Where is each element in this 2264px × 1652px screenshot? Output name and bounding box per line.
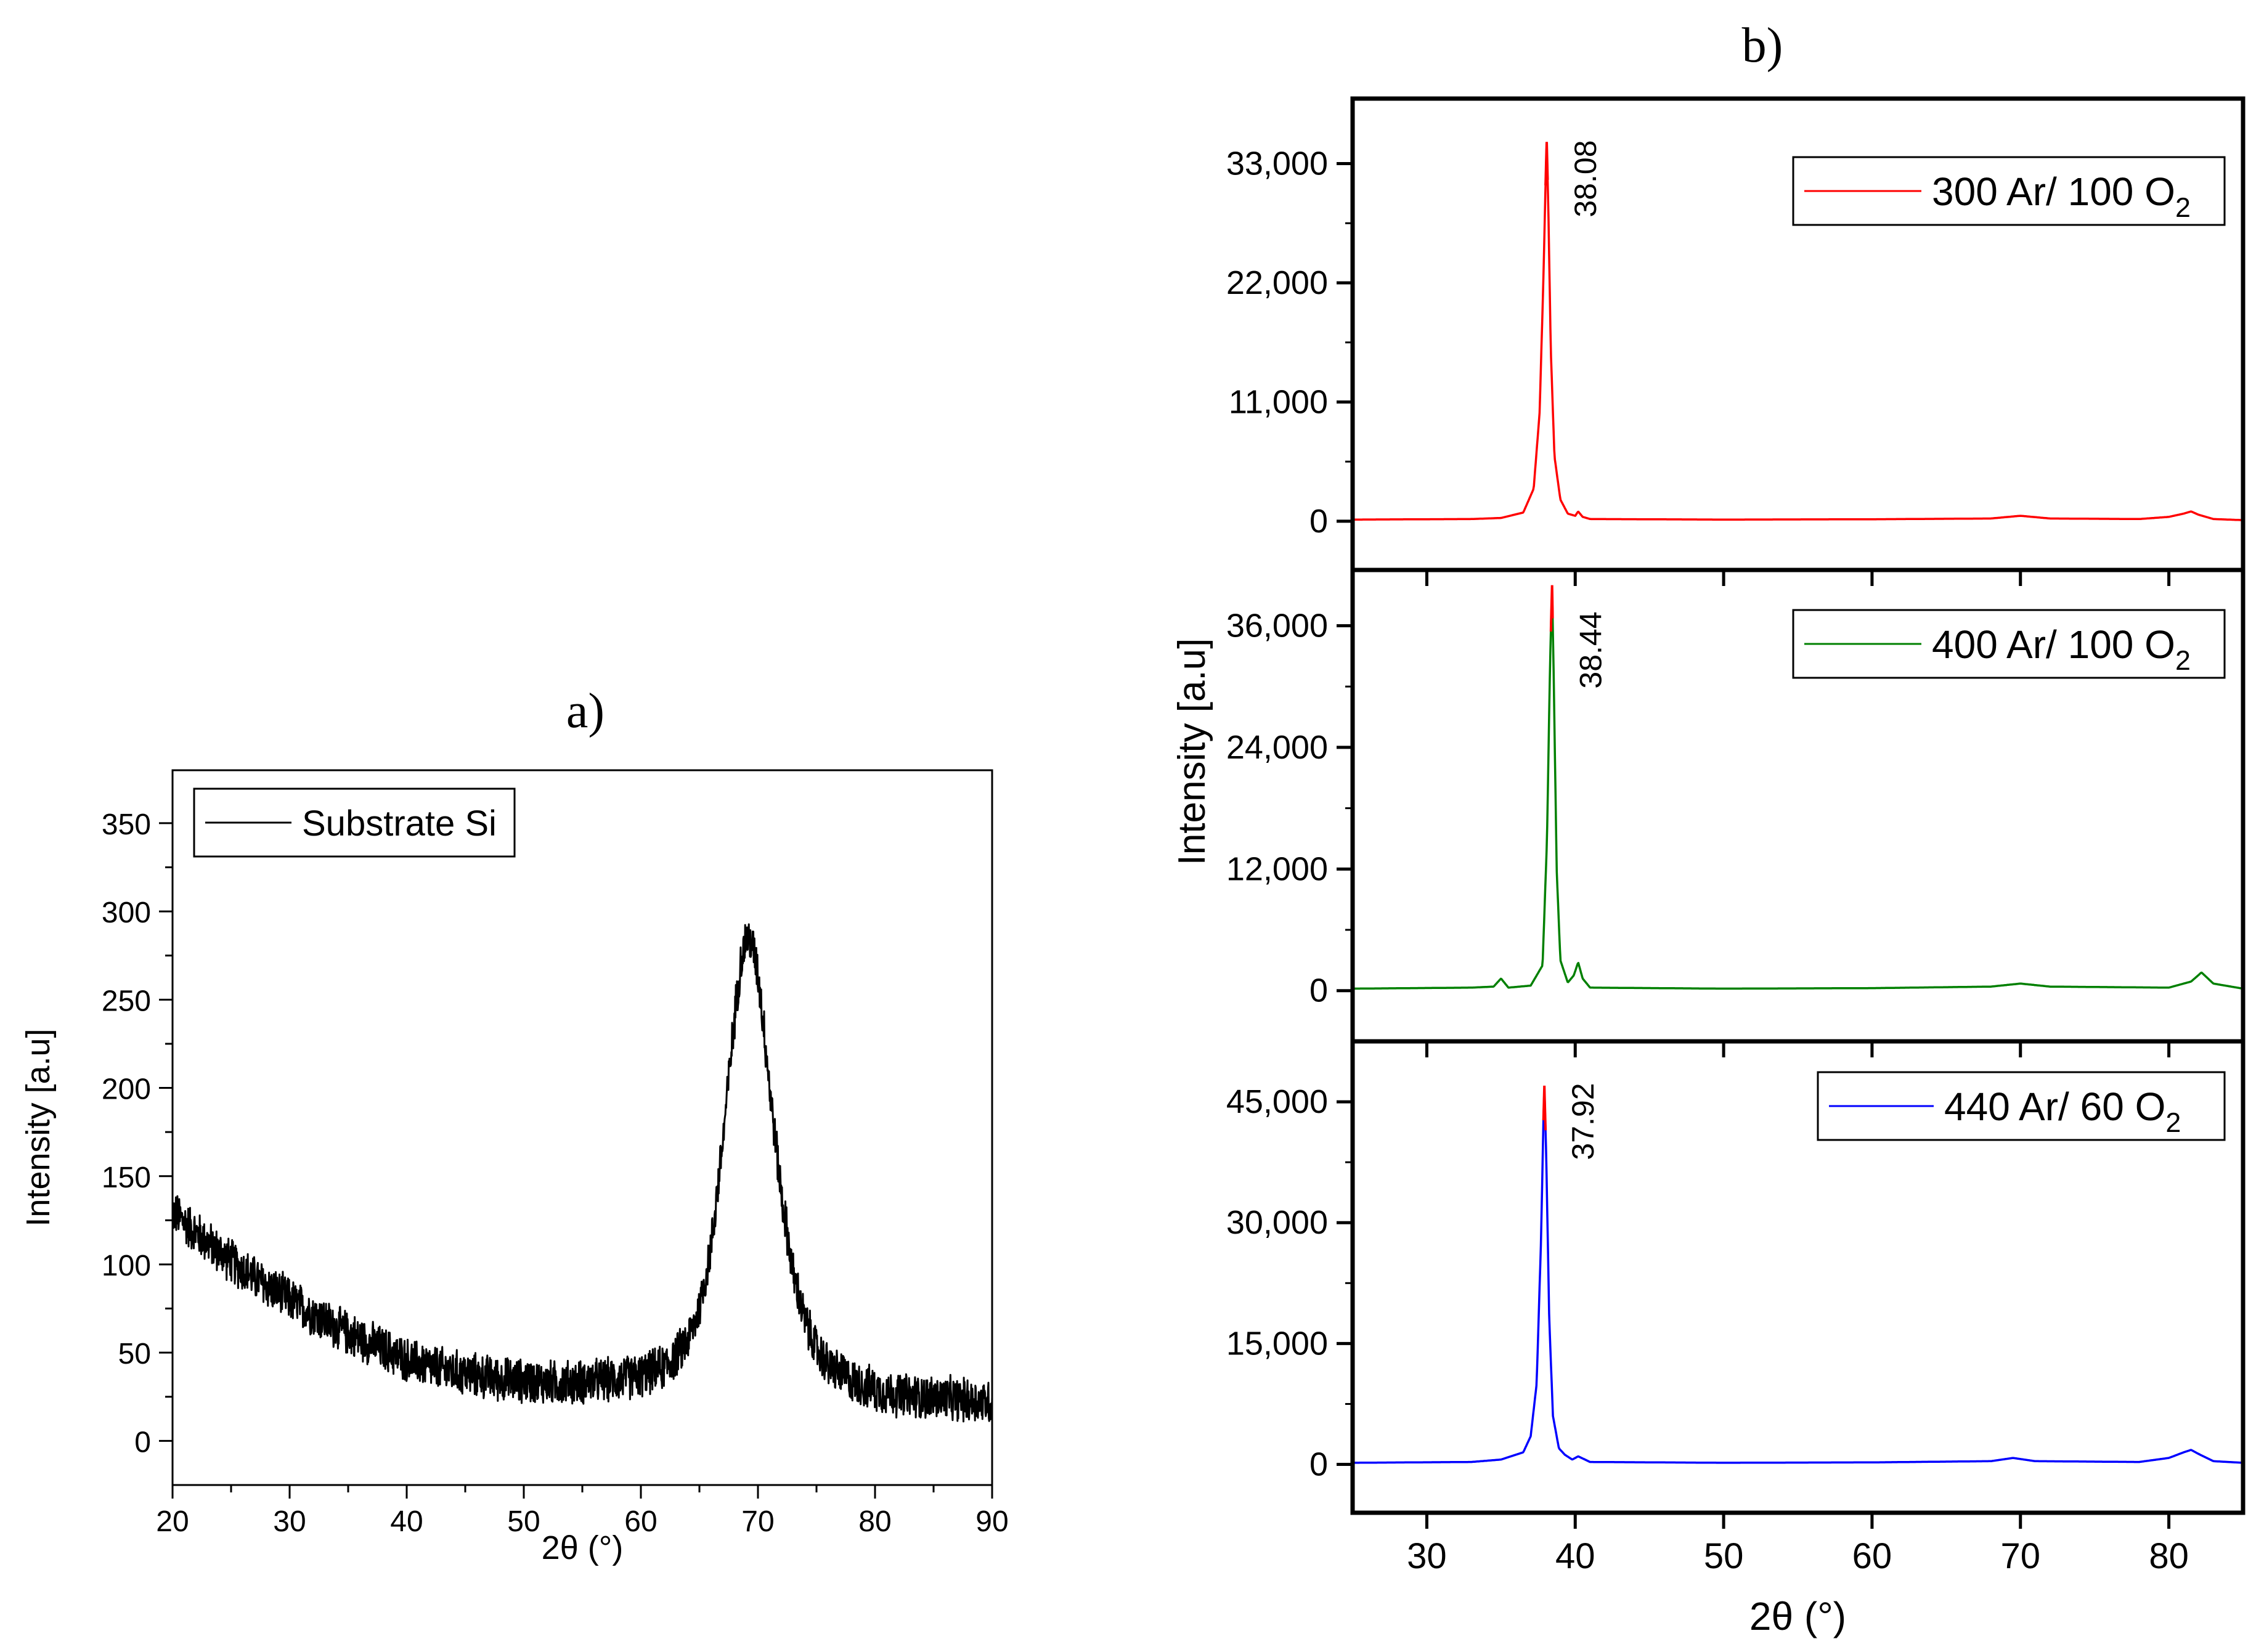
plot-frame-b3 [1350, 1039, 2246, 1515]
chart-b1: 0 11,000 22,000 33,000 300 Ar/ 100 O2 38.08 [1226, 96, 2246, 586]
x-tick-label-b3-0: 30 [1407, 1536, 1447, 1576]
y-tick-label-a-3: 150 [102, 1162, 151, 1194]
panel-a-label: a) [566, 684, 605, 738]
y-tick-label-b1-0: 0 [1309, 503, 1328, 540]
x-tick-label-b3-3: 60 [1852, 1536, 1892, 1576]
y-tick-label-b2-0: 0 [1309, 972, 1328, 1009]
peak-tip-b3 [1542, 1085, 1547, 1131]
y-tick-label-b3-0: 0 [1309, 1446, 1328, 1483]
x-tick-label-b3-4: 70 [2000, 1536, 2040, 1576]
y-tick-label-a-1: 50 [118, 1338, 151, 1370]
y-tick-label-b3-1: 15,000 [1226, 1325, 1328, 1362]
y-tick-label-b2-3: 36,000 [1226, 607, 1328, 644]
chart-b3: 30 40 50 60 70 80 0 15,000 30,000 45,000 2θ (°) 440… [1226, 1039, 2246, 1638]
y-tick-label-a-0: 0 [134, 1426, 151, 1459]
legend-label-subscript: 2 [2175, 645, 2191, 676]
legend-label-text: Substrate Si [302, 804, 497, 844]
legend-label-b1: 300 Ar/ 100 O2 [1932, 169, 2191, 223]
y-tick-label-b3-3: 45,000 [1226, 1083, 1328, 1120]
x-tick-label-b3-5: 80 [2149, 1536, 2189, 1576]
peak-tip-b1 [1544, 142, 1549, 185]
peak-tip-b2 [1549, 585, 1554, 632]
y-tick-label-b2-1: 12,000 [1226, 850, 1328, 887]
x-tick-label-a-2: 40 [390, 1505, 423, 1538]
legend-label-text: 400 Ar/ 100 O [1932, 622, 2175, 667]
y-tick-label-a-6: 300 [102, 897, 151, 929]
y-tick-label-b3-2: 30,000 [1226, 1204, 1328, 1241]
x-tick-label-a-0: 20 [156, 1505, 189, 1538]
y-tick-label-a-7: 350 [102, 808, 151, 841]
series-line-b2-0 [1352, 598, 2244, 990]
legend-label-subscript: 2 [2175, 192, 2191, 223]
legend-label-text: 300 Ar/ 100 O [1932, 169, 2175, 214]
y-tick-label-a-2: 100 [102, 1250, 151, 1282]
x-tick-label-a-3: 50 [507, 1505, 540, 1538]
peak-label-b3: 37.92 [1566, 1083, 1600, 1160]
x-tick-label-a-1: 30 [273, 1505, 306, 1538]
series-line-b3-0 [1352, 1096, 2244, 1464]
legend-label-b2: 400 Ar/ 100 O2 [1932, 622, 2191, 676]
panel-b-label: b) [1742, 18, 1783, 73]
y-tick-label-a-4: 200 [102, 1073, 151, 1106]
y-tick-label-b2-2: 24,000 [1226, 729, 1328, 766]
y-axis-label-a: Intensity [a.u] [20, 1028, 57, 1226]
y-tick-label-b1-1: 11,000 [1229, 383, 1328, 420]
x-tick-label-b3-2: 50 [1704, 1536, 1744, 1576]
y-tick-label-b1-3: 33,000 [1226, 145, 1328, 182]
series-line-a-0 [171, 923, 993, 1423]
legend-label-subscript: 2 [2165, 1107, 2181, 1138]
legend-label-b3: 440 Ar/ 60 O2 [1944, 1084, 2181, 1138]
y-tick-label-b1-2: 22,000 [1226, 264, 1328, 301]
x-axis-label-a: 2θ (°) [542, 1529, 624, 1566]
legend-label-text: 440 Ar/ 60 O [1944, 1084, 2165, 1129]
peak-label-b1: 38.08 [1568, 140, 1603, 217]
y-axis-label-b: Intensity [a.u] [1171, 638, 1213, 866]
chart-layer: 20 30 40 50 60 70 80 90050100150200250300350Int… [20, 96, 2246, 1638]
x-tick-label-a-7: 90 [975, 1505, 1008, 1538]
x-tick-label-a-6: 80 [858, 1505, 891, 1538]
x-tick-label-b3-1: 40 [1555, 1536, 1595, 1576]
x-axis-label-b3: 2θ (°) [1749, 1594, 1846, 1638]
x-tick-label-a-5: 70 [741, 1505, 774, 1538]
series-line-b1-0 [1352, 145, 2244, 521]
chart-a: 20 30 40 50 60 70 80 90 0 50 100 150 200 250 300 350 Int… [20, 769, 1009, 1566]
x-tick-label-a-4: 60 [624, 1505, 657, 1538]
peak-label-b2: 38.44 [1574, 611, 1608, 688]
y-tick-label-a-5: 250 [102, 985, 151, 1017]
legend-label-a: Substrate Si [302, 804, 497, 844]
